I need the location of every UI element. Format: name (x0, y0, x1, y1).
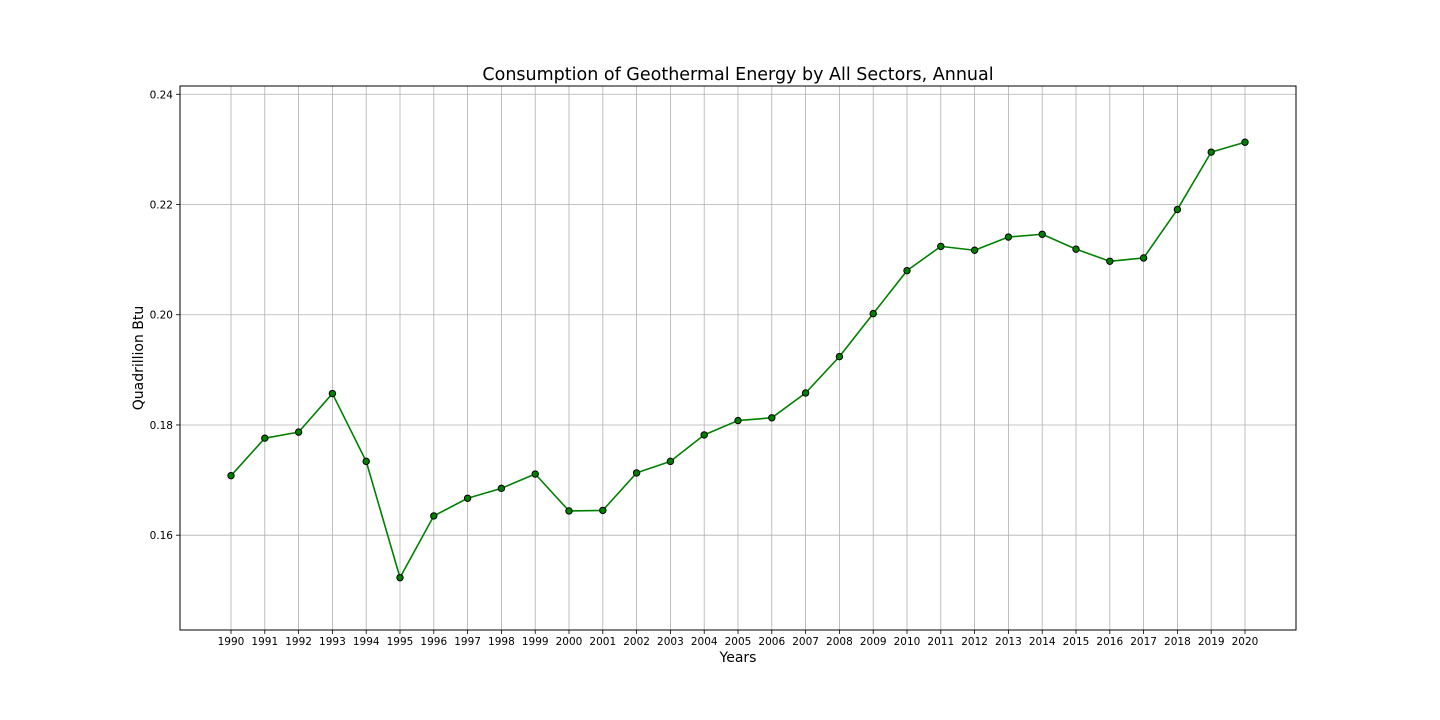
x-tick-label: 2017 (1130, 636, 1157, 648)
x-tick-label: 2007 (792, 636, 819, 648)
y-tick-label: 0.18 (150, 420, 173, 432)
data-point (666, 457, 675, 466)
chart-title: Consumption of Geothermal Energy by All … (482, 65, 993, 85)
x-tick-label: 1995 (387, 636, 414, 648)
y-tick-label: 0.24 (150, 89, 174, 101)
data-point (903, 266, 911, 275)
x-tick-label: 1990 (218, 636, 245, 648)
data-point (937, 242, 945, 251)
data-point (700, 431, 708, 439)
data-point (835, 352, 844, 361)
x-tick-label: 2011 (927, 636, 954, 648)
x-tick-label: 2018 (1164, 636, 1191, 648)
x-tick-label: 1999 (522, 636, 549, 648)
x-tick-label: 1996 (420, 636, 447, 648)
x-tick-label: 2005 (725, 636, 752, 648)
data-point (531, 470, 539, 478)
x-tick-label: 2019 (1198, 636, 1225, 648)
data-point (463, 494, 472, 502)
x-tick-label: 1998 (488, 636, 515, 648)
x-tick-label: 2012 (961, 636, 988, 648)
y-tick-label: 0.20 (150, 310, 173, 322)
x-tick-label: 2006 (758, 636, 785, 648)
data-point (1038, 230, 1046, 238)
x-tick-label: 2001 (589, 636, 616, 648)
data-point (497, 484, 506, 493)
data-point (430, 512, 438, 520)
grid-layer (180, 86, 1296, 630)
data-point (1106, 257, 1114, 265)
x-tick-label: 1992 (285, 636, 312, 648)
data-point (632, 469, 641, 477)
data-point (1072, 245, 1080, 253)
data-point (1173, 205, 1182, 214)
plot-frame (179, 85, 1297, 631)
x-tick-label: 2004 (691, 636, 718, 648)
x-tick-label: 2009 (860, 636, 887, 648)
data-point (261, 434, 269, 442)
x-tick-label: 2020 (1232, 636, 1259, 648)
x-tick-label: 2013 (995, 636, 1022, 648)
x-tick-label: 2008 (826, 636, 853, 648)
x-tick-label: 2016 (1096, 636, 1123, 648)
data-point (294, 428, 303, 436)
data-point (396, 573, 404, 582)
x-tick-label: 2003 (657, 636, 684, 648)
x-tick-label: 1994 (353, 636, 380, 648)
x-tick-label: 1993 (319, 636, 346, 648)
data-point (565, 507, 573, 515)
x-tick-label: 2014 (1029, 636, 1056, 648)
x-tick-label: 2000 (556, 636, 583, 648)
data-point (1139, 254, 1148, 262)
x-axis-label: Years (719, 650, 757, 666)
data-point (1241, 138, 1249, 146)
data-point (869, 309, 877, 318)
x-tick-label: 2010 (894, 636, 921, 648)
data-point (599, 506, 607, 515)
x-tick-label: 1997 (454, 636, 481, 648)
data-point (1004, 233, 1013, 241)
y-axis-label: Quadrillion Btu (131, 306, 147, 411)
data-point (970, 246, 979, 254)
y-tick-label: 0.22 (150, 200, 173, 212)
data-point (1207, 148, 1215, 156)
x-tick-label: 2002 (623, 636, 650, 648)
data-point (362, 457, 370, 466)
x-tick-label: 2015 (1063, 636, 1090, 648)
series-layer (227, 138, 1249, 582)
data-point (768, 414, 776, 422)
data-point (227, 471, 235, 480)
y-tick-label: 0.16 (150, 530, 174, 542)
ticks-layer: 1990 1991 1992 1993 1994 1995 1996 1997 1998 1999… (150, 89, 1259, 648)
data-point (328, 389, 337, 398)
data-point (734, 416, 742, 425)
data-point (801, 389, 810, 397)
x-tick-label: 1991 (251, 636, 278, 648)
